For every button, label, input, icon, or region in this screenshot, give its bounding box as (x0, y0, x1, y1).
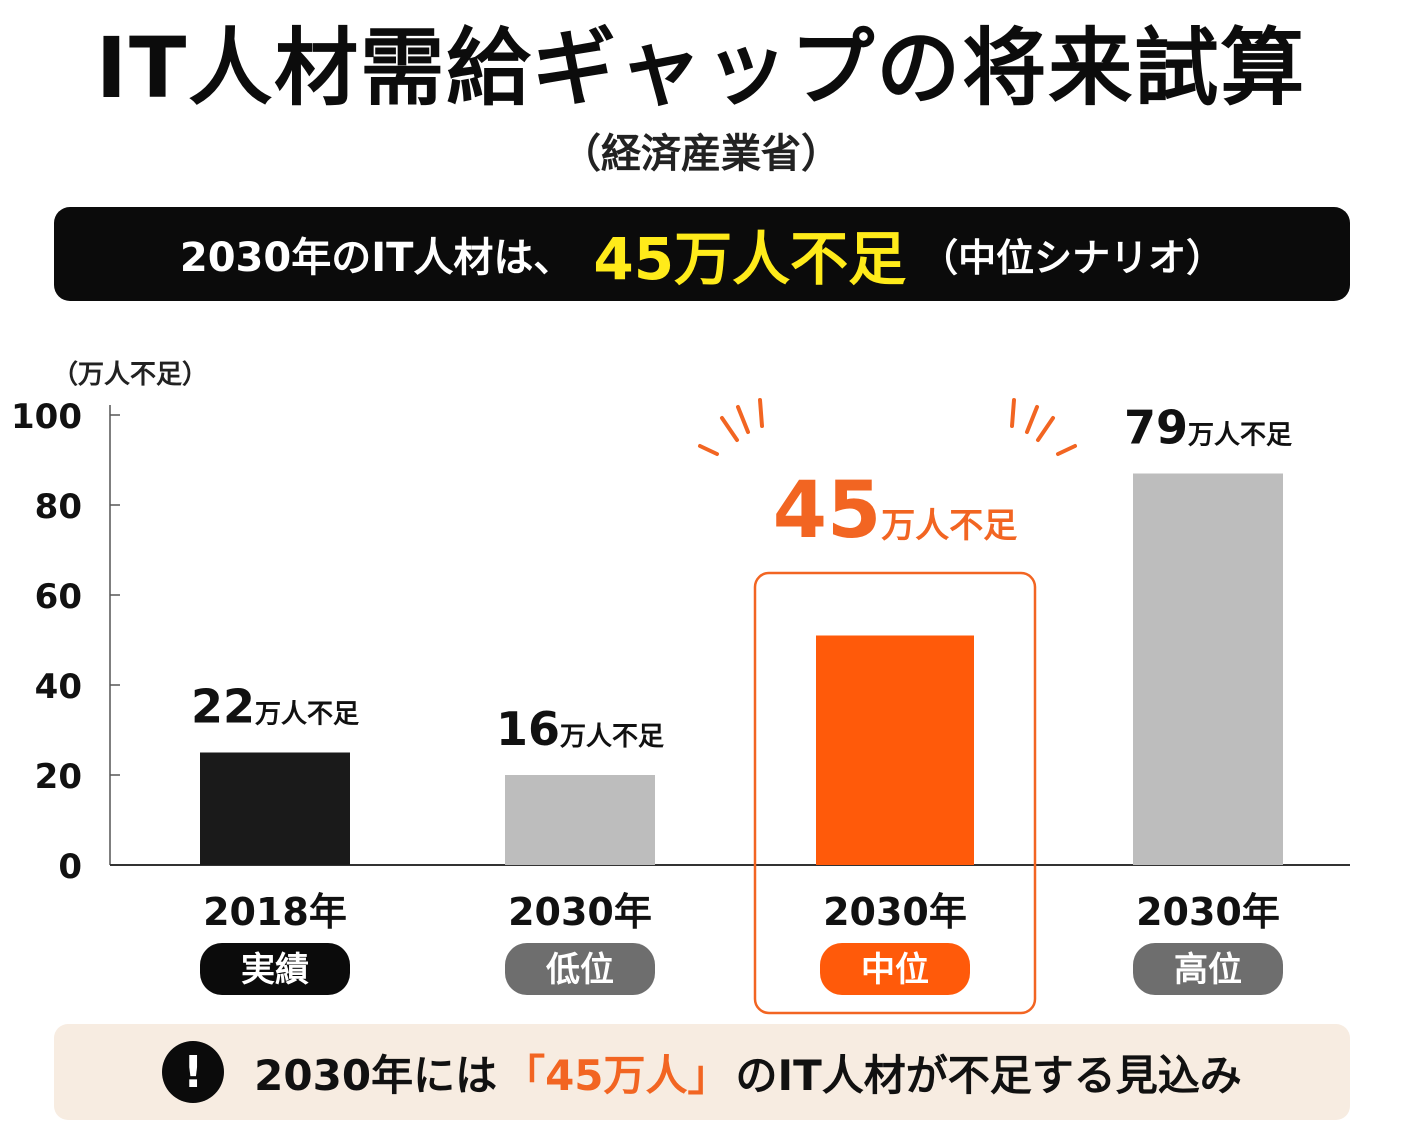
y-tick-label: 60 (35, 577, 82, 617)
y-axis-unit-label: （万人不足） (52, 360, 209, 390)
scenario-badge-1 (200, 943, 350, 995)
value-label-2: 16万人不足 (496, 702, 664, 756)
banner-highlight: 45万人不足 (593, 225, 907, 293)
value-label-number: 79 (1124, 401, 1188, 455)
footer-highlight: 「45万人」 (503, 1050, 730, 1100)
emphasis-burst-line (1010, 398, 1016, 428)
y-tick-label: 40 (35, 667, 82, 707)
scenario-badge-4 (1133, 943, 1283, 995)
value-label-unit: 万人不足 (881, 506, 1017, 546)
value-label-number: 16 (496, 702, 560, 756)
value-label-3: 45万人不足 (773, 466, 1018, 556)
bar-chart: 02040608010022万人不足2018年実績16万人不足2030年低位45… (11, 397, 1350, 1015)
x-tick-label: 2018年 (203, 890, 347, 934)
bar-4 (1133, 473, 1283, 865)
bar-1 (200, 752, 350, 865)
scenario-badge-2 (505, 943, 655, 995)
footer-prefix: 2030年には (254, 1050, 498, 1100)
banner-prefix: 2030年のIT人材は、 (179, 235, 574, 281)
emphasis-burst-line (1056, 444, 1077, 456)
value-label-4: 79万人不足 (1124, 401, 1292, 455)
scenario-badge-3 (820, 943, 970, 995)
headline-banner: 2030年のIT人材は、 45万人不足 （中位シナリオ） (54, 207, 1350, 301)
footer-note: ! 2030年には 「45万人」 のIT人材が不足する見込み (54, 1024, 1350, 1120)
chart-title: IT人材需給ギャップの将来試算 (95, 19, 1307, 117)
emphasis-burst-line (758, 398, 764, 428)
scenario-badge-label: 中位 (861, 950, 929, 990)
scenario-badge-label: 低位 (546, 950, 614, 990)
y-tick-label: 100 (11, 397, 82, 437)
scenario-badge-label: 実績 (241, 950, 309, 990)
x-tick-label: 2030年 (1136, 890, 1280, 934)
x-tick-label: 2030年 (823, 890, 967, 934)
emphasis-burst-line (720, 416, 739, 442)
emphasis-burst-line (698, 444, 719, 456)
emphasis-burst-line (1025, 405, 1039, 434)
value-label-unit: 万人不足 (560, 722, 664, 752)
highlight-frame (753, 571, 1037, 1015)
y-tick-label: 20 (35, 757, 82, 797)
value-label-unit: 万人不足 (255, 700, 359, 730)
emphasis-burst-line (736, 405, 750, 434)
value-label-number: 45 (773, 466, 882, 556)
y-tick-label: 80 (35, 487, 82, 527)
bar-3 (816, 635, 974, 865)
bar-2 (505, 775, 655, 865)
value-label-unit: 万人不足 (1188, 421, 1292, 451)
value-label-1: 22万人不足 (191, 680, 359, 734)
footer-suffix: のIT人材が不足する見込み (735, 1050, 1242, 1100)
emphasis-burst-line (1036, 416, 1055, 442)
exclamation-icon: ! (162, 1041, 225, 1103)
value-label-number: 22 (191, 680, 255, 734)
banner-suffix: （中位シナリオ） (920, 235, 1225, 280)
x-tick-label: 2030年 (508, 890, 652, 934)
scenario-badge-label: 高位 (1174, 950, 1242, 990)
y-tick-label: 0 (58, 847, 82, 887)
chart-subtitle: （経済産業省） (561, 131, 841, 177)
